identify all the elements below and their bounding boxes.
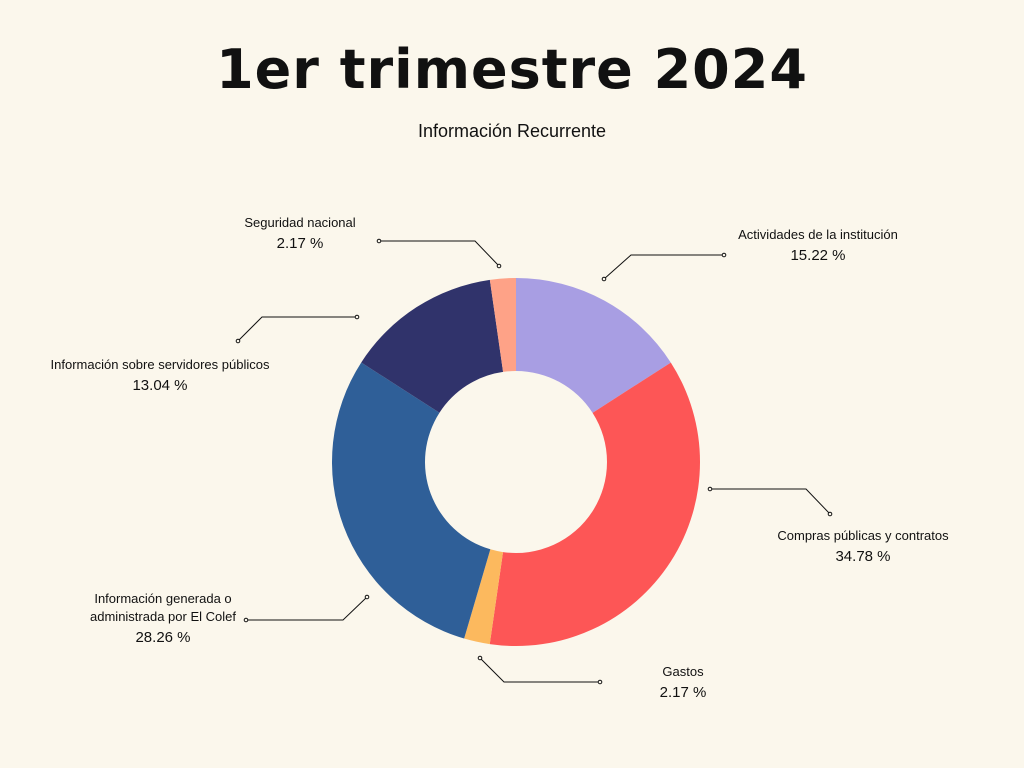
leader-dot-actividades xyxy=(601,276,607,282)
leader-dot-gastos xyxy=(597,679,603,685)
leader-dot-servidores xyxy=(354,314,360,320)
slice-label-seguridad-value: 2.17 % xyxy=(276,235,324,252)
leader-line-info-generada xyxy=(246,596,368,621)
chart-title: 1er trimestre 2024 xyxy=(216,38,808,101)
leader-dot-gastos xyxy=(477,655,483,661)
slice-compras xyxy=(489,362,701,646)
slice-label-compras-name: Compras públicas y contratos xyxy=(777,528,949,543)
leader-dot-seguridad xyxy=(376,238,382,244)
slice-label-actividades-name: Actividades de la institución xyxy=(738,227,898,242)
leader-dot-actividades xyxy=(721,252,727,258)
slice-label-compras: Compras públicas y contratos 34.78 % xyxy=(753,527,973,566)
slice-servidores xyxy=(361,279,504,413)
slice-info-generada xyxy=(331,362,491,639)
slice-label-gastos-value: 2.17 % xyxy=(659,684,707,701)
slice-label-servidores-name: Información sobre servidores públicos xyxy=(50,357,270,372)
leader-line-actividades xyxy=(603,254,724,280)
slice-seguridad xyxy=(489,278,516,372)
slice-label-actividades-value: 15.22 % xyxy=(790,247,846,264)
leader-line-compras xyxy=(710,488,831,515)
slice-label-info-generada-value: 28.26 % xyxy=(135,629,191,646)
leader-line-seguridad xyxy=(379,240,500,267)
leader-dot-info-generada xyxy=(243,617,249,623)
slice-label-gastos-name: Gastos xyxy=(662,664,704,679)
slice-gastos xyxy=(464,549,504,645)
leader-line-servidores xyxy=(237,316,357,342)
leader-dot-compras xyxy=(827,511,833,517)
slice-label-info-generada-name: Información generada o administrada por … xyxy=(90,591,236,624)
leader-dot-seguridad xyxy=(496,263,502,269)
leader-line-gastos xyxy=(479,657,600,683)
slice-label-seguridad: Seguridad nacional 2.17 % xyxy=(235,214,365,253)
slice-label-servidores: Información sobre servidores públicos 13… xyxy=(30,356,290,395)
chart-subtitle: Información Recurrente xyxy=(417,121,607,141)
slice-label-seguridad-name: Seguridad nacional xyxy=(244,215,356,230)
slice-label-actividades: Actividades de la institución 15.22 % xyxy=(718,226,918,265)
leader-lines xyxy=(235,238,833,685)
slice-label-gastos: Gastos 2.17 % xyxy=(623,663,743,702)
slice-label-compras-value: 34.78 % xyxy=(835,548,891,565)
leader-dot-compras xyxy=(707,486,713,492)
donut-slices xyxy=(331,278,701,646)
slice-label-servidores-value: 13.04 % xyxy=(132,377,188,394)
leader-dot-servidores xyxy=(235,338,241,344)
slice-actividades xyxy=(516,278,671,413)
leader-dot-info-generada xyxy=(364,594,370,600)
slice-label-info-generada: Información generada o administrada por … xyxy=(63,590,263,647)
